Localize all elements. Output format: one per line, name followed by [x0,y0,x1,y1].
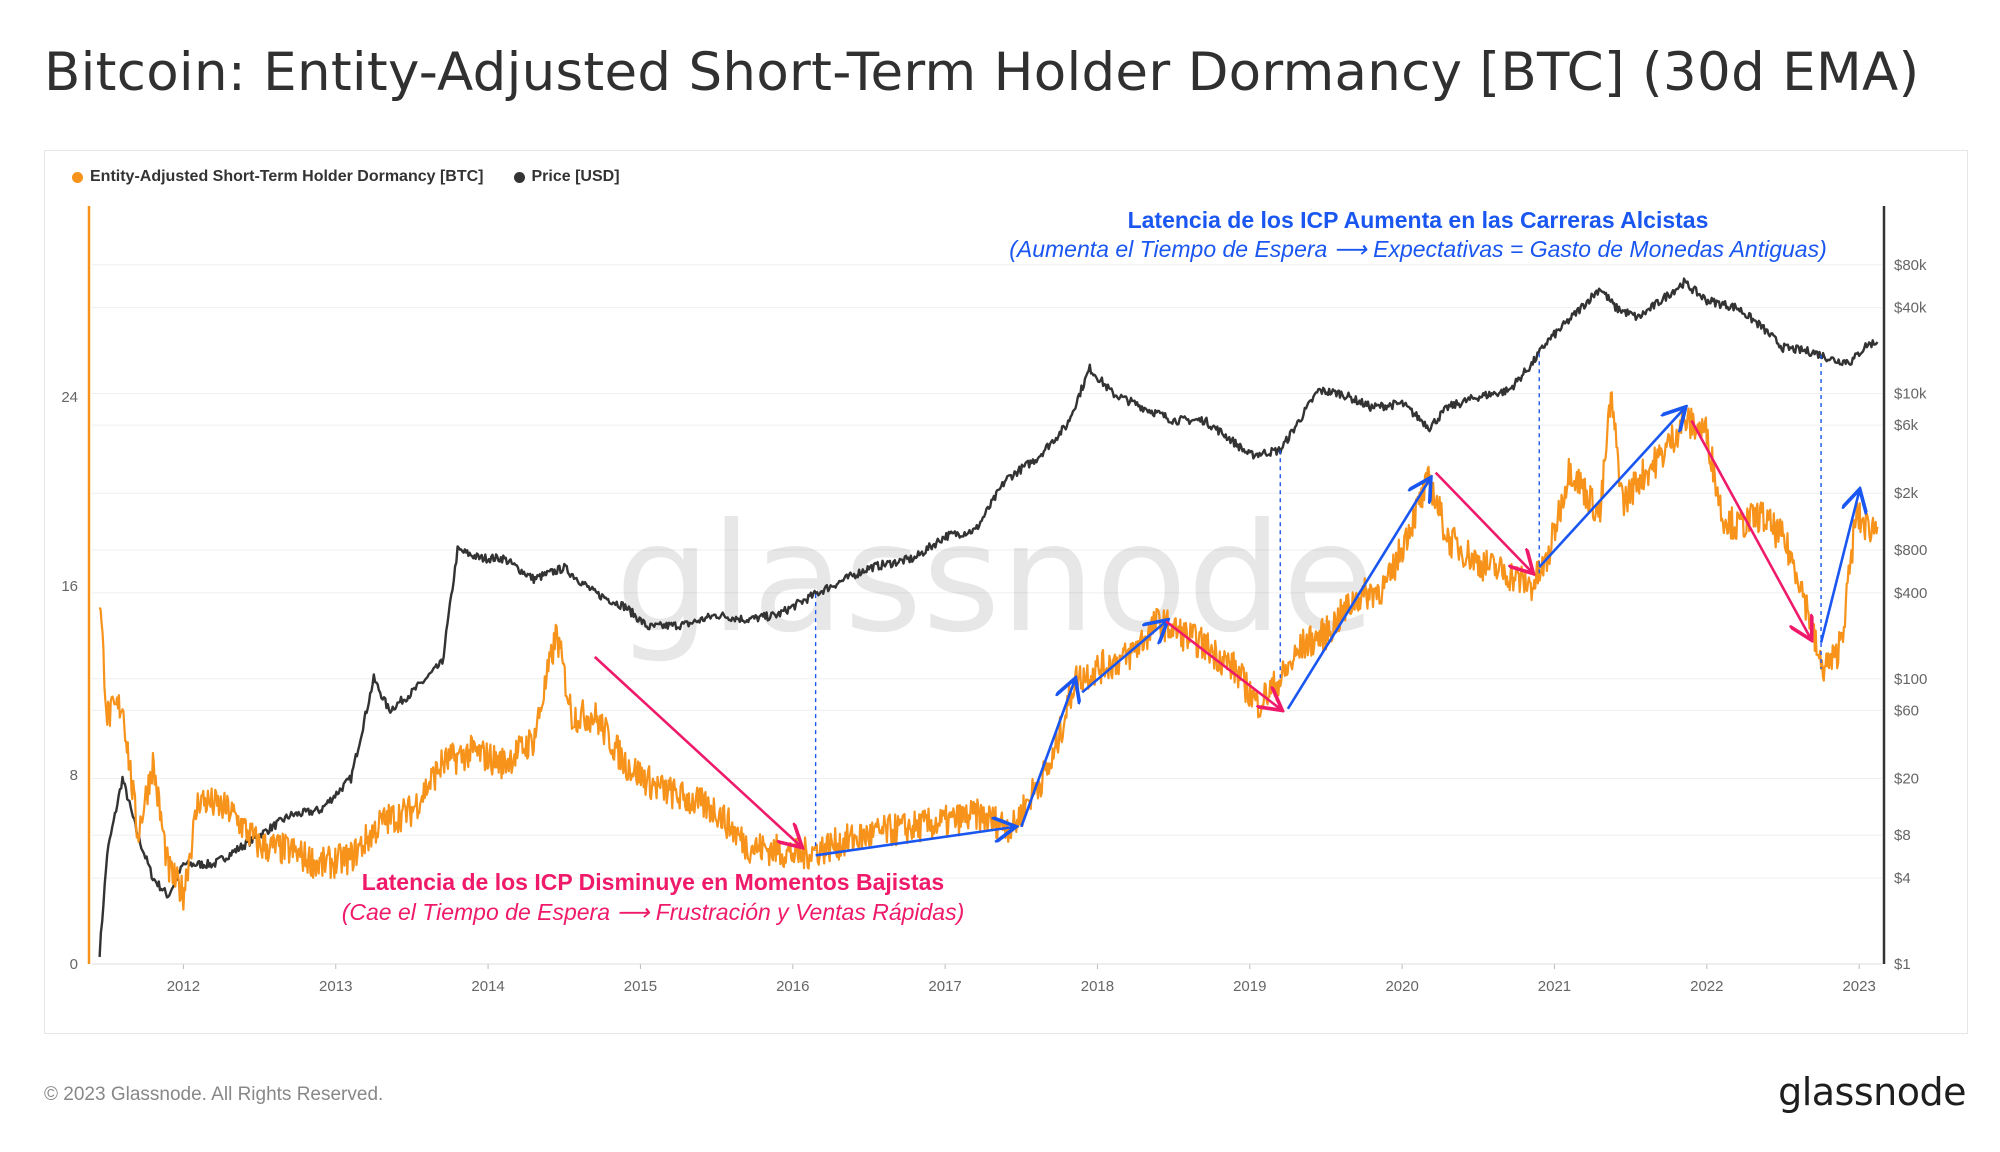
bear-arrow [1690,420,1811,638]
tick-label-price: $6k [1894,417,1919,434]
legend-dot-dormancy [72,171,83,183]
tick-label-price: $20 [1894,770,1919,787]
tick-label-price: $80k [1894,257,1927,274]
dashed-markers [814,353,1822,851]
chart-panel [44,150,1968,1034]
bull-arrow [1819,492,1859,644]
tick-label-dormancy: 8 [70,767,78,784]
legend-item-price[interactable]: Price [USD] [513,168,620,186]
page-title: Bitcoin: Entity-Adjusted Short-Term Hold… [44,42,1920,103]
watermark: glassnode [615,492,1374,666]
legend-dot-price [513,171,525,183]
tick-label-year: 2013 [319,978,352,995]
chart-legend: Entity-Adjusted Short-Term Holder Dorman… [72,168,620,186]
legend-label-dormancy: Entity-Adjusted Short-Term Holder Dorman… [90,168,484,185]
tick-label-year: 2018 [1081,978,1114,995]
price-series-group [98,277,1879,958]
tick-label-dormancy: 0 [70,956,78,973]
tick-label-year: 2019 [1233,978,1266,995]
tick-label-year: 2015 [624,978,657,995]
tick-label-year: 2023 [1842,978,1875,995]
tick-label-price: $8 [1894,827,1911,844]
bull-annotation-subtitle: (Aumenta el Tiempo de Espera ⟶ Expectati… [1009,236,1827,262]
bear-arrow [593,655,801,846]
tick-label-year: 2012 [167,978,200,995]
tick-label-price: $40k [1894,300,1927,317]
tick-label-year: 2016 [776,978,809,995]
bull-arrow [815,827,1014,857]
tick-label-dormancy: 16 [61,578,78,595]
bear-arrow [1165,620,1280,708]
tick-label-year: 2022 [1690,978,1723,995]
bull-annotation-title: Latencia de los ICP Aumenta en las Carre… [1128,207,1709,233]
bull-arrow [1286,480,1430,710]
tick-label-price: $1 [1894,956,1911,973]
tick-label-year: 2017 [928,978,961,995]
tick-label-price: $800 [1894,542,1927,559]
tick-label-dormancy: 24 [61,389,78,406]
tick-label-year: 2020 [1385,978,1418,995]
legend-item-dormancy[interactable]: Entity-Adjusted Short-Term Holder Dorman… [72,168,484,186]
legend-label-price: Price [USD] [531,168,620,185]
tick-label-price: $4 [1894,870,1911,887]
tick-label-price: $400 [1894,585,1927,602]
price-line [98,277,1879,958]
axes: $1 $4 $8 $20 $60 $100 $400 $800 $2k $6k $10k $40k $8… [61,206,1927,995]
tick-label-price: $100 [1894,671,1927,688]
copyright-text: © 2023 Glassnode. All Rights Reserved. [44,1084,384,1105]
tick-label-price: $60 [1894,702,1919,719]
tick-label-price: $10k [1894,386,1927,403]
footer-logo: glassnode [1778,1070,1966,1114]
bear-arrow [1434,471,1532,572]
annotation-arrows [593,409,1859,857]
bull-arrow [1538,409,1684,568]
tick-label-price: $2k [1894,485,1919,502]
bear-annotation-subtitle: (Cae el Tiempo de Espera ⟶ Frustración y… [342,899,965,925]
bull-arrow [1020,681,1074,828]
tick-label-year: 2021 [1538,978,1571,995]
bull-arrow [1081,621,1166,694]
grid-lines [92,264,1882,965]
tick-label-year: 2014 [471,978,504,995]
bear-annotation-title: Latencia de los ICP Disminuye en Momento… [362,869,944,895]
